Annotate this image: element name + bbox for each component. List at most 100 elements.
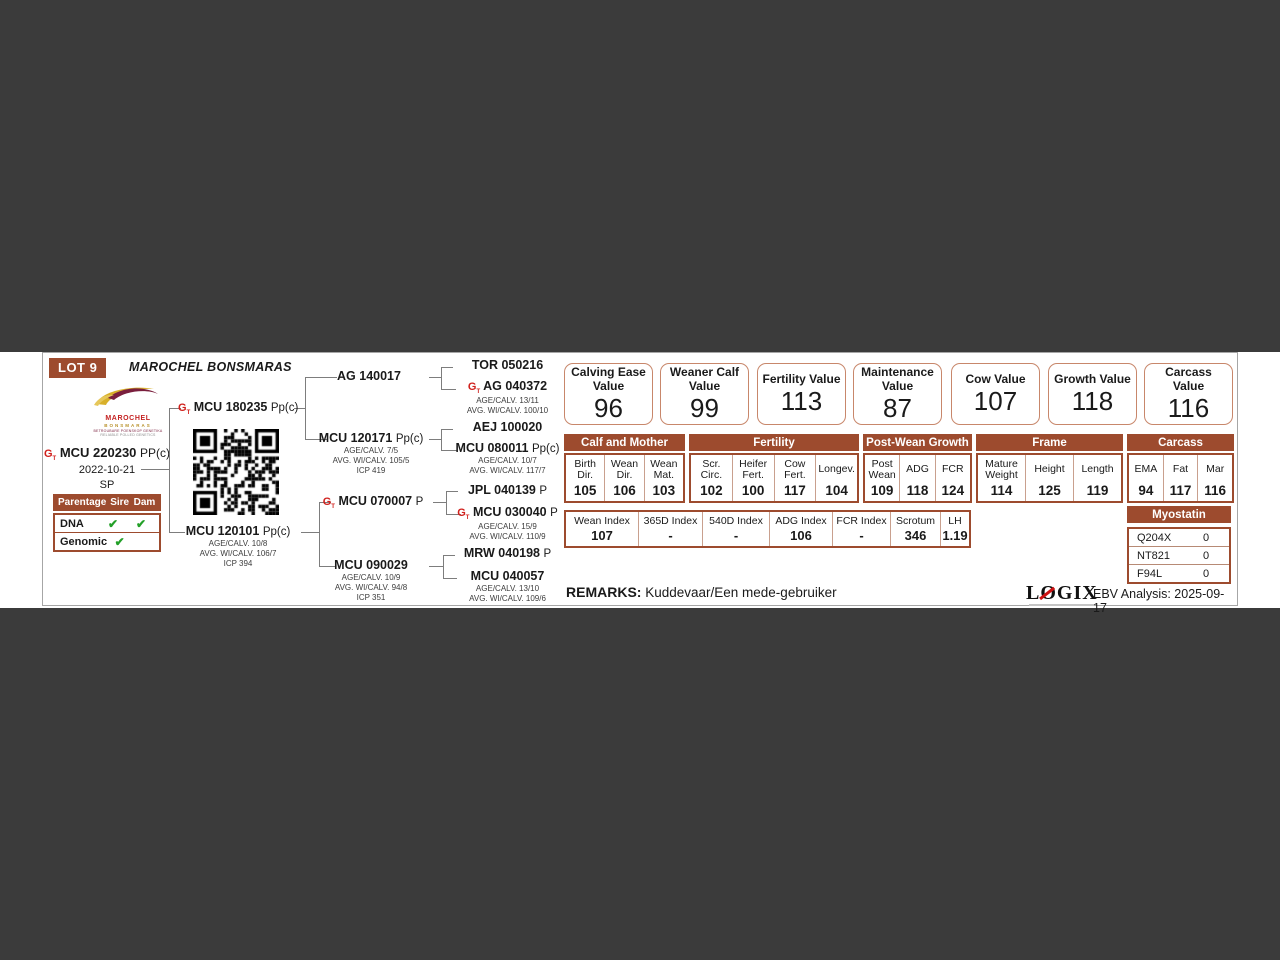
genomic-icon: GT <box>178 402 191 417</box>
pedigree-line <box>441 450 457 451</box>
remarks-text: Kuddevaar/Een mede-gebruiker <box>645 585 837 600</box>
table-row: DNA ✔ ✔ <box>55 515 159 532</box>
pedigree-line <box>446 514 461 515</box>
page-title: MAROCHEL BONSMARAS <box>129 360 292 374</box>
pedigree-line <box>441 367 453 368</box>
qr-code <box>193 429 279 515</box>
pedigree-line <box>429 377 441 378</box>
logix-logo-subline <box>1029 604 1095 606</box>
table-row: Q204X 0 <box>1137 531 1210 544</box>
logo-brand-text: MAROCHEL <box>105 415 151 423</box>
pedigree-node-dams-dam: MCU 090029 AGE/CALV. 10/9 AVG. WI/CALV. … <box>334 558 408 602</box>
ebv-cell: Cow Fert. 117 <box>773 455 816 501</box>
myostatin-table: Q204X 0 NT821 0 F94L 0 <box>1127 527 1231 584</box>
logo-tagline-afrikaans: BETROUBARE POENSKOP GENETIKA <box>93 428 163 433</box>
ebv-cell: FCR 124 <box>934 455 970 501</box>
pedigree-line <box>443 555 444 578</box>
animal-block: GT MCU 220230 PP(c) 2022-10-21 SP <box>43 445 171 491</box>
pedigree-line <box>441 389 456 390</box>
pedigree-line <box>433 502 446 503</box>
ebv-cell: Wean Mat. 103 <box>643 455 683 501</box>
parentage-col-dam: Dam <box>133 497 156 508</box>
pedigree-line <box>319 502 331 503</box>
pedigree-line <box>141 469 169 470</box>
index-table: Wean Index 107 365D Index - 540D Index - AD… <box>564 510 971 548</box>
pedigree-node-ddd: MCU 040057 AGE/CALV. 13/10 AVG. WI/CALV.… <box>469 569 546 603</box>
pedigree-line <box>169 532 185 533</box>
pedigree-line <box>443 555 455 556</box>
ebv-header-post-wean-growth: Post-Wean Growth <box>863 434 972 451</box>
logo-tagline-english: RELIABLE POLLED GENETICS <box>100 432 156 437</box>
pedigree-line <box>441 429 442 450</box>
pedigree-line <box>169 408 170 533</box>
parentage-col-label: Parentage <box>58 497 107 508</box>
pedigree-node-dams-sire: GT MCU 070007 P <box>322 494 424 511</box>
index-cell: 365D Index - <box>638 512 702 546</box>
parentage-row-label: DNA <box>60 517 84 530</box>
animal-id: GT MCU 220230 PP(c) <box>43 445 171 463</box>
genomic-icon: GT <box>43 448 57 463</box>
ebv-table-frame: Mature Weight 114 Height 125 Length 119 <box>976 453 1123 503</box>
ebv-table-fertility: Scr. Circ. 102 Heifer Fert. 100 Cow Fert. 1… <box>689 453 859 503</box>
farm-logo: MAROCHEL BONSMARAS BETROUBARE POENSKOP G… <box>86 384 170 437</box>
pedigree-line <box>443 578 457 579</box>
ebv-table-calf-and-mother: Birth Dir. 105 Wean Dir. 106 Wean Mat. 103 <box>564 453 685 503</box>
index-cell: ADG Index 106 <box>769 512 832 546</box>
ebv-cell: Fat 117 <box>1162 455 1198 501</box>
ebv-analysis-date: EBV Analysis: 2025-09-17 <box>1093 587 1225 615</box>
pedigree-line <box>429 566 443 567</box>
pedigree-line <box>294 408 305 409</box>
ebv-cell: Longev. 104 <box>815 455 857 501</box>
animal-status: SP <box>99 478 115 491</box>
calving-ease-value-box: Calving Ease Value 96 <box>564 363 653 425</box>
pedigree-node-dss: JPL 040139 P <box>467 483 548 497</box>
pedigree-line <box>446 491 447 514</box>
pedigree-line <box>305 377 337 378</box>
ebv-cell: ADG 118 <box>899 455 934 501</box>
table-row: Genomic ✔ <box>55 532 159 550</box>
page-strip: LOT 9 MAROCHEL BONSMARAS MAROCHEL BONSMA… <box>0 352 1280 615</box>
pedigree-line <box>301 532 319 533</box>
animal-birth-date: 2022-10-21 <box>78 464 136 477</box>
ebv-cell: Mar 116 <box>1197 455 1232 501</box>
catalog-card: LOT 9 MAROCHEL BONSMARAS MAROCHEL BONSMA… <box>42 352 1238 615</box>
logo-breed-text: BONSMARAS <box>104 423 152 429</box>
pedigree-node-sss: TOR 050216 <box>471 358 544 372</box>
pedigree-line <box>441 367 442 389</box>
pedigree-node-sire: GT MCU 180235 Pp(c) <box>178 400 299 417</box>
ebv-header-fertility: Fertility <box>689 434 859 451</box>
ebv-cell: Wean Dir. 106 <box>604 455 643 501</box>
table-row: F94L 0 <box>1129 564 1229 582</box>
growth-value-box: Growth Value 118 <box>1048 363 1137 425</box>
genomic-icon: GT <box>457 507 470 522</box>
parentage-col-sire: Sire <box>110 497 130 508</box>
pedigree-node-dds: MRW 040198 P <box>463 546 552 560</box>
ebv-cell: EMA 94 <box>1134 463 1158 498</box>
pedigree-node-sires-sire: AG 140017 <box>337 369 401 383</box>
cow-logo-icon <box>94 387 158 406</box>
check-icon: ✔ <box>114 534 125 549</box>
pedigree-node-sires-dam: MCU 120171 Pp(c) AGE/CALV. 7/5 AVG. WI/C… <box>318 431 424 475</box>
pedigree-node-ssd: GT AG 040372 AGE/CALV. 13/11 AVG. WI/CAL… <box>466 379 549 415</box>
remarks-label: REMARKS: <box>566 584 642 600</box>
pedigree-line <box>441 429 453 430</box>
genomic-icon: GT <box>322 496 335 511</box>
ebv-cell: Height 125 <box>1025 455 1073 501</box>
cow-value-box: Cow Value 107 <box>951 363 1040 425</box>
pedigree-line <box>169 408 181 409</box>
logix-logo: LOGIX <box>1026 582 1098 606</box>
pedigree-node-dam: MCU 120101 Pp(c) AGE/CALV. 10/8 AVG. WI/… <box>185 524 291 568</box>
parentage-table: DNA ✔ ✔ Genomic ✔ <box>53 513 161 552</box>
ebv-cell: Mature Weight 114 <box>985 457 1018 498</box>
lot-badge: LOT 9 <box>49 358 107 378</box>
remarks: REMARKS: Kuddevaar/Een mede-gebruiker <box>566 584 837 600</box>
carcass-value-box: Carcass Value 116 <box>1144 363 1233 425</box>
index-cell: Wean Index 107 <box>574 514 630 544</box>
ebv-header-carcass: Carcass <box>1127 434 1234 451</box>
fertility-value-box: Fertility Value 113 <box>757 363 846 425</box>
parentage-table-header: Parentage Sire Dam <box>53 494 161 511</box>
parentage-row-label: Genomic <box>60 535 108 548</box>
pedigree-node-sdd: MCU 080011 Pp(c) AGE/CALV. 10/7 AVG. WI/… <box>455 441 560 475</box>
ebv-header-calf-and-mother: Calf and Mother <box>564 434 685 451</box>
